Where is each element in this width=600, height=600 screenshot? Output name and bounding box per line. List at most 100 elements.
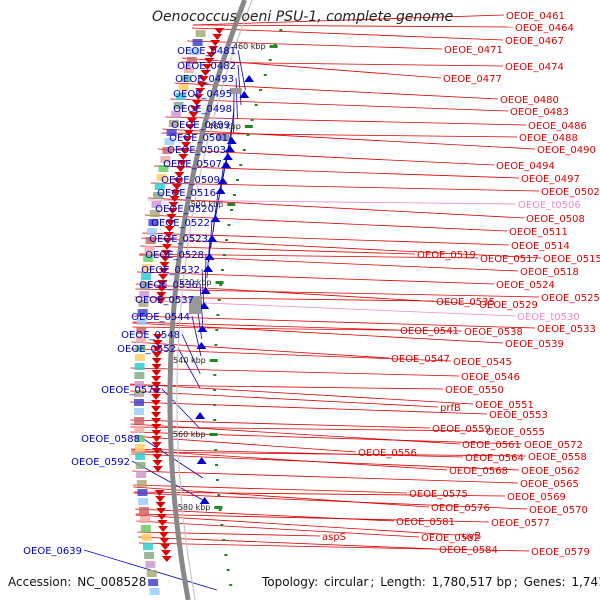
content-block [134, 381, 145, 388]
reverse-connector [131, 448, 464, 458]
reverse-gene-label: OEOE_0562 [521, 466, 580, 477]
reverse-connector [138, 536, 438, 550]
reverse-gene-label: OEOE_0570 [529, 505, 588, 516]
reverse-connector [192, 14, 505, 26]
reverse-arrow [151, 382, 162, 388]
reverse-connector [132, 326, 463, 332]
scale-dot [242, 149, 246, 151]
forward-gene-label: OEOE_0537 [135, 295, 194, 306]
forward-connector [177, 347, 201, 389]
reverse-arrow [157, 280, 168, 286]
gene-labels: 460 kbp 480 kbp 500 kbp 520 kbp 540 kbp 560 k… [23, 11, 600, 558]
forward-connector [201, 268, 205, 310]
content-block [148, 579, 159, 586]
scale-label: 580 kbp [178, 503, 211, 512]
content-block [139, 516, 150, 523]
topology-label: Topology: [262, 575, 319, 589]
reverse-arrow [156, 292, 167, 298]
reverse-gene-label: OEOE_0572 [524, 440, 583, 451]
reverse-arrow [156, 286, 167, 292]
reverse-gene-label: OEOE_0551 [475, 400, 534, 411]
reverse-gene-label: OEOE_0494 [496, 161, 555, 172]
reverse-connector [150, 182, 540, 192]
scale-tick [209, 359, 218, 362]
content-block [135, 453, 146, 460]
scale-dot [268, 59, 272, 61]
reverse-gene-label: OEOE_0514 [511, 241, 570, 252]
forward-gene-label: OEOE_0493 [175, 74, 234, 85]
content-block [143, 255, 154, 262]
scale-dot [222, 539, 226, 541]
reverse-connector [154, 165, 520, 179]
forward-connector [191, 315, 202, 357]
reverse-arrow [151, 412, 162, 418]
reverse-connector [130, 431, 523, 445]
reverse-arrow [196, 82, 207, 88]
reverse-gene-label: OEOE_0539 [505, 339, 564, 350]
reverse-arrow [155, 496, 166, 502]
reverse-arrow [170, 190, 181, 196]
content-block [176, 93, 187, 100]
reverse-arrow [202, 64, 213, 70]
reverse-gene-label: OEOE_0502 [541, 187, 600, 198]
scale-dot [220, 269, 224, 271]
scale-dot [213, 389, 217, 391]
content-block [136, 318, 147, 325]
reverse-connector [191, 27, 504, 41]
forward-arrow [207, 235, 218, 242]
reverse-connector [170, 98, 509, 112]
reverse-gene-label: OEOE_0480 [500, 95, 559, 106]
reverse-connector [132, 321, 399, 331]
forward-gene-label: OEOE_0498 [173, 104, 232, 115]
reverse-gene-label: OEOE_0568 [449, 466, 508, 477]
content-block [144, 552, 155, 559]
content-block [178, 84, 189, 91]
reverse-connector [133, 491, 506, 497]
reverse-gene-label: OEOE_0546 [461, 372, 520, 383]
reverse-arrow [165, 220, 176, 226]
reverse-connector [131, 341, 390, 359]
reverse-gene-label: OEOE_0559 [432, 424, 491, 435]
content-block [134, 363, 145, 370]
scale-dot [219, 284, 223, 286]
reverse-gene-label: OEOE_0547 [391, 354, 450, 365]
reverse-arrow [186, 118, 197, 124]
content-block [139, 507, 150, 514]
content-block [135, 345, 146, 352]
scale-tick [269, 45, 278, 48]
scale-label: 560 kbp [173, 430, 206, 439]
scale-dot [246, 134, 250, 136]
content-block [140, 282, 151, 289]
map-title: Oenococcus oeni PSU-1, complete genome [152, 9, 454, 25]
content-block [168, 120, 179, 127]
forward-gene-label: OEOE_0522 [151, 218, 210, 229]
forward-gene-label: OEOE_0548 [121, 330, 180, 341]
content-block [135, 336, 146, 343]
reverse-arrow [171, 184, 182, 190]
forward-gene-label: OEOE_0503 [167, 145, 226, 156]
reverse-arrow [168, 202, 179, 208]
reverse-arrow [193, 94, 204, 100]
content-block [164, 138, 175, 145]
reverse-arrow [151, 388, 162, 394]
reverse-arrow [206, 52, 217, 58]
reverse-arrow [151, 394, 162, 400]
reverse-gene-label: OEOE_0515 [543, 254, 600, 265]
scale-dot [250, 119, 254, 121]
forward-connector [214, 178, 223, 220]
content-block [145, 561, 156, 568]
reverse-gene-label: OEOE_0581 [396, 517, 455, 528]
scale-dot [230, 209, 234, 211]
forward-arrow [200, 287, 211, 294]
gene-block [229, 88, 242, 94]
reverse-gene-label: OEOE_0576 [431, 503, 490, 514]
reverse-arrow [185, 124, 196, 130]
reverse-arrow [166, 214, 177, 220]
forward-gene-label: OEOE_0536 [139, 280, 198, 291]
content-block [195, 30, 206, 37]
length-value: 1,780,517 bp [431, 575, 512, 589]
content-block [134, 399, 145, 406]
reverse-connector [135, 514, 457, 536]
content-block [134, 417, 145, 424]
content-block [147, 228, 158, 235]
